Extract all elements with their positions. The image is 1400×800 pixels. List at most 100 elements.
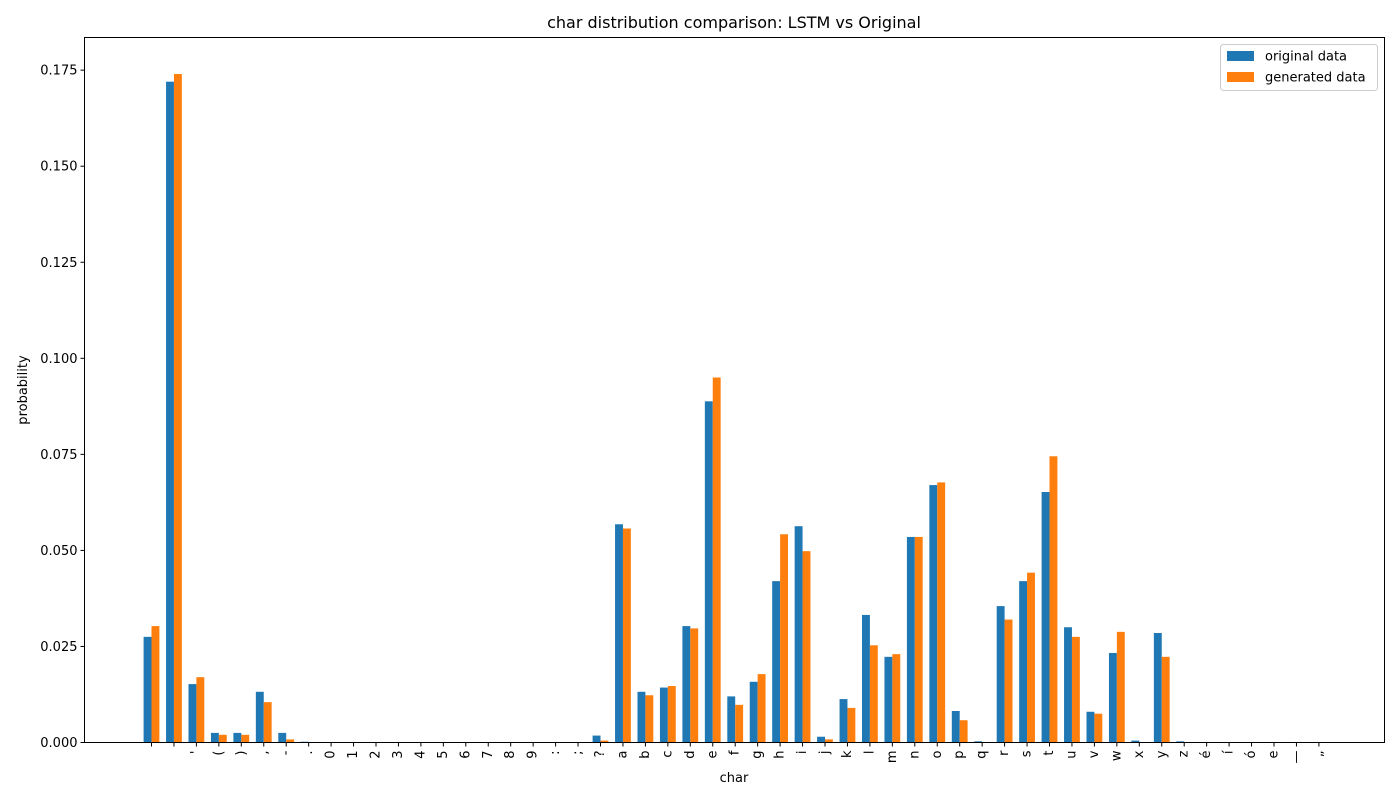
x-tick-label: ; (571, 751, 586, 755)
legend-swatch (1227, 72, 1254, 82)
bar-original-24 (682, 626, 691, 743)
x-axis: ' (), -. 0 1 2 3 4 5 6 7 8 9:;? a b c d e f g h i j k l m n o p q r s t u… (151, 742, 1326, 764)
bar-generated-35 (937, 482, 946, 743)
bar-generated-5 (263, 702, 272, 743)
chart-title: char distribution comparison: LSTM vs Or… (547, 13, 921, 32)
bar-original-38 (996, 606, 1005, 743)
bar-original-39 (1019, 581, 1028, 743)
bar-generated-3 (218, 734, 227, 743)
x-tick-label: q (975, 751, 990, 759)
x-tick-label: í (1222, 750, 1237, 754)
x-tick-label: u (1064, 751, 1079, 759)
x-tick-label: 4 (413, 751, 428, 759)
bar-generated-4 (241, 734, 250, 743)
y-tick-label: 0.050 (40, 544, 77, 559)
bar-original-37 (974, 741, 983, 743)
bar-original-29 (794, 526, 803, 743)
legend-label: generated data (1265, 71, 1366, 86)
x-tick-label: m (885, 751, 900, 764)
x-tick-label: 0 (324, 751, 339, 759)
bar-original-45 (1153, 633, 1162, 743)
x-tick-label: i (795, 751, 810, 755)
y-tick-label: 0.025 (40, 640, 77, 655)
bars-group (143, 73, 1319, 743)
legend-box (1220, 44, 1378, 91)
bar-original-33 (884, 656, 893, 743)
bar-generated-31 (847, 707, 856, 743)
legend: original data generated data (1220, 44, 1378, 91)
y-tick-label: 0.150 (40, 160, 77, 175)
bar-original-46 (1176, 741, 1185, 743)
bar-original-27 (749, 681, 758, 743)
x-tick-label: é (1199, 751, 1214, 759)
x-tick-label: a (615, 751, 630, 759)
bar-generated-1 (173, 73, 182, 743)
bar-generated-26 (735, 704, 744, 743)
bar-generated-27 (757, 674, 766, 743)
bar-generated-22 (645, 695, 654, 743)
x-tick-label: ó (1244, 750, 1259, 758)
bar-original-43 (1108, 652, 1117, 743)
bar-original-6 (278, 732, 287, 743)
x-tick-label: 9 (526, 751, 541, 759)
x-tick-label: t (1042, 751, 1057, 756)
x-tick-label: x (1132, 750, 1147, 758)
bar-original-5 (255, 691, 264, 743)
x-tick-label: c (660, 751, 675, 758)
bar-original-44 (1131, 740, 1140, 743)
bar-original-0 (143, 636, 152, 743)
bar-original-42 (1086, 711, 1095, 743)
bar-generated-2 (196, 677, 205, 743)
bar-generated-41 (1071, 636, 1080, 743)
bar-original-35 (929, 485, 938, 743)
x-tick-label: b (638, 751, 653, 759)
x-tick-label: 2 (369, 751, 384, 759)
x-tick-label: : (548, 751, 563, 755)
x-tick-label: s (1020, 750, 1035, 757)
bar-generated-33 (892, 654, 901, 743)
bar-generated-34 (914, 536, 923, 743)
y-axis-label: probability (16, 355, 31, 425)
bar-generated-43 (1116, 631, 1125, 743)
x-tick-label: ( (211, 751, 226, 756)
bar-generated-28 (780, 534, 788, 743)
bar-original-2 (188, 684, 197, 743)
y-axis: 0.000 0.025 0.050 0.075 0.100 0.125 0.150 0.175 (40, 64, 85, 751)
x-tick-label: h (773, 751, 788, 759)
x-tick-label: , (256, 751, 271, 755)
x-tick-label: p (952, 751, 967, 759)
bar-generated-39 (1027, 572, 1035, 743)
x-tick-label: g (750, 751, 765, 759)
bar-original-1 (166, 81, 174, 743)
x-tick-label: y (1154, 750, 1169, 758)
bar-generated-0 (151, 626, 160, 743)
x-tick-label: ? (593, 751, 608, 758)
bar-original-40 (1041, 492, 1050, 743)
x-tick-label: 3 (391, 751, 406, 759)
bar-original-30 (817, 736, 825, 743)
x-tick-label: v (1087, 750, 1102, 758)
bar-original-20 (592, 735, 601, 743)
x-tick-label: . (301, 751, 316, 755)
x-tick-label: ) (234, 751, 249, 756)
bar-generated-21 (622, 528, 631, 743)
x-tick-label: 6 (458, 751, 473, 759)
bar-generated-42 (1094, 713, 1103, 743)
bar-original-41 (1064, 627, 1072, 743)
x-tick-label: е (1267, 751, 1282, 759)
x-tick-label: f (728, 750, 743, 755)
bar-original-31 (839, 699, 848, 743)
bar-original-28 (772, 581, 781, 743)
legend-label: original data (1265, 50, 1347, 65)
x-tick-label: w (1109, 750, 1124, 761)
bar-original-36 (951, 710, 960, 743)
bar-original-34 (906, 536, 915, 743)
x-tick-label: j (818, 751, 833, 756)
legend-swatch (1227, 51, 1254, 61)
x-tick-label: d (683, 751, 698, 759)
x-tick-label: 5 (436, 751, 451, 759)
bar-original-23 (659, 687, 668, 743)
x-tick-label: - (279, 750, 294, 755)
y-tick-label: 0.000 (40, 736, 77, 751)
